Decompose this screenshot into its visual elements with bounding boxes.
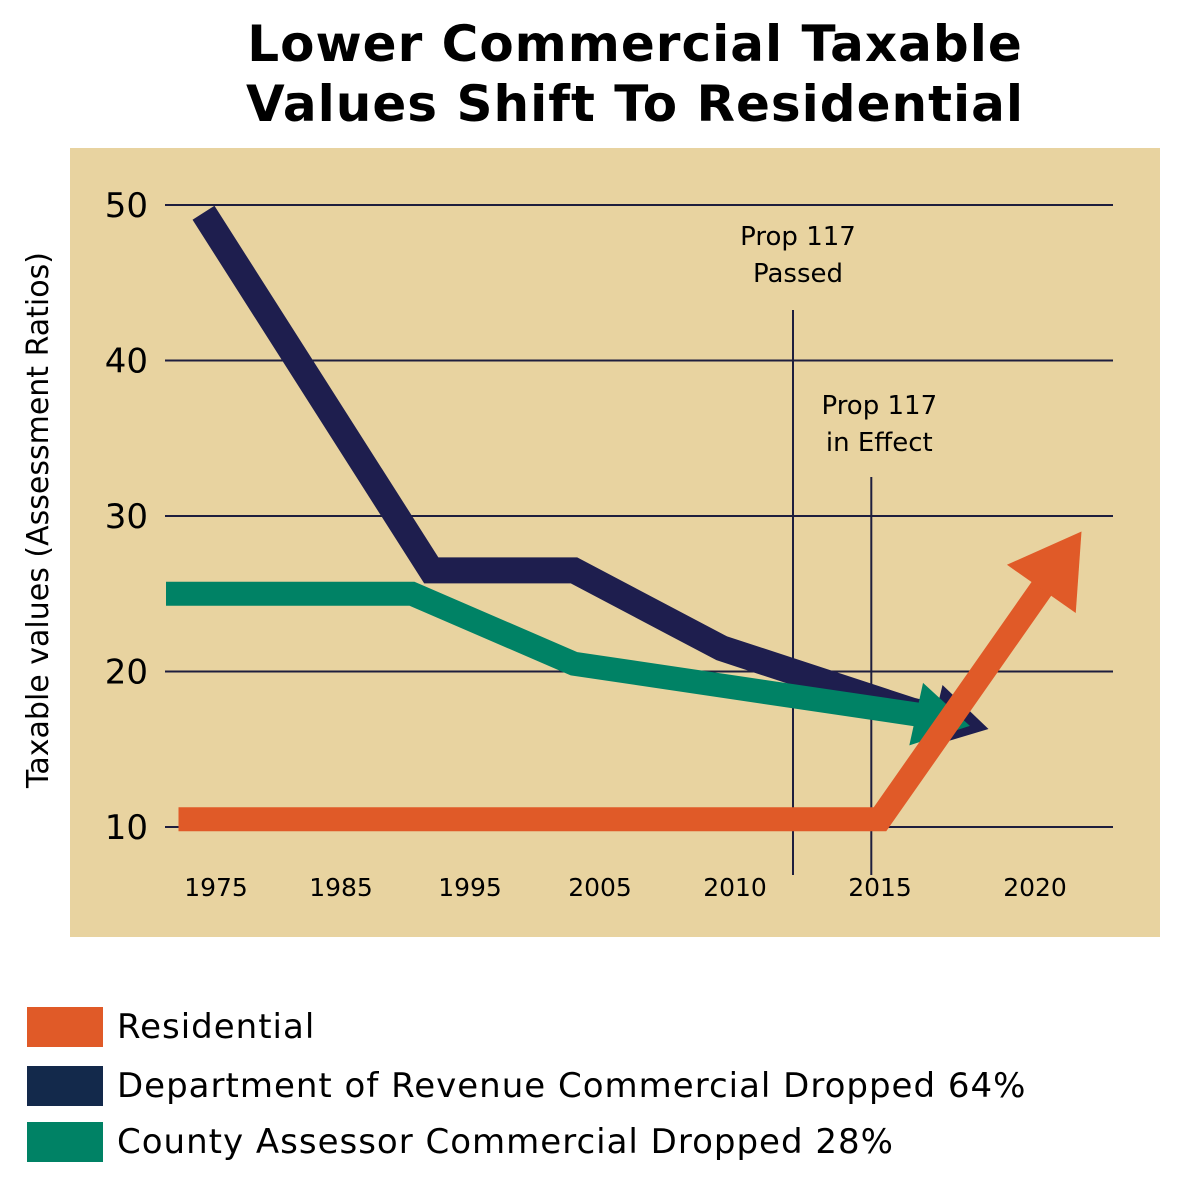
- legend-item-residential: Residential: [27, 1007, 315, 1047]
- legend-swatch: [27, 1066, 103, 1106]
- x-tick-label: 2005: [568, 873, 632, 902]
- legend-item-dor: Department of Revenue Commercial Dropped…: [27, 1066, 1026, 1106]
- x-tick-label: 2015: [848, 873, 912, 902]
- series-arrowhead: [1006, 531, 1082, 613]
- y-tick-label: 30: [105, 497, 148, 537]
- title-line-1: Lower Commercial Taxable: [247, 15, 1023, 73]
- y-tick-label: 10: [105, 808, 148, 848]
- annotation-text: Prop 117: [821, 391, 937, 421]
- y-tick-label: 40: [105, 342, 148, 382]
- title-line-2: Values Shift To Residential: [245, 75, 1025, 133]
- chart-title: Lower Commercial Taxable Values Shift To…: [0, 14, 1200, 134]
- x-tick-label: 1975: [184, 873, 248, 902]
- y-axis-label: Taxable values (Assessment Ratios): [21, 252, 56, 789]
- x-tick-label: 1985: [309, 873, 373, 902]
- legend-label: Department of Revenue Commercial Dropped…: [117, 1066, 1027, 1106]
- x-tick-label: 1995: [438, 873, 502, 902]
- annotation-text: Prop 117: [740, 222, 856, 252]
- annotation-text: in Effect: [826, 428, 933, 458]
- x-tick-label: 2020: [1003, 873, 1067, 902]
- legend-label: Residential: [117, 1007, 316, 1047]
- y-tick-label: 50: [105, 186, 148, 226]
- annotation-text: Passed: [753, 259, 843, 289]
- y-tick-label: 20: [105, 653, 148, 693]
- x-tick-label: 2010: [703, 873, 767, 902]
- legend-item-county: County Assessor Commercial Dropped 28%: [27, 1122, 894, 1162]
- series-line: [178, 578, 1054, 832]
- legend-swatch: [27, 1122, 103, 1162]
- legend-swatch: [27, 1007, 103, 1047]
- legend-label: County Assessor Commercial Dropped 28%: [117, 1122, 894, 1162]
